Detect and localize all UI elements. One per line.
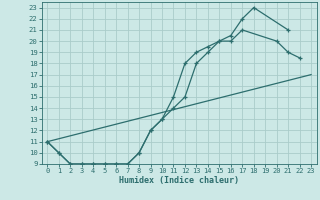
X-axis label: Humidex (Indice chaleur): Humidex (Indice chaleur): [119, 176, 239, 185]
